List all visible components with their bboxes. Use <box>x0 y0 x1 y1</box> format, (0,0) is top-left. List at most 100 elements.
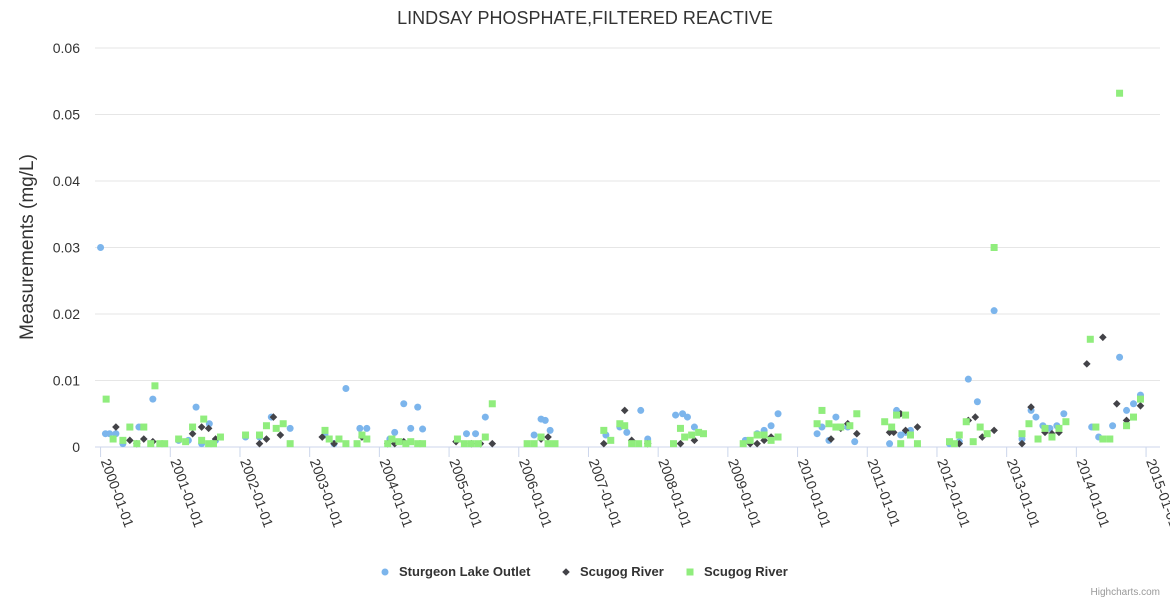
data-point <box>97 244 105 251</box>
data-point <box>325 435 333 443</box>
data-point <box>767 422 775 430</box>
data-point <box>818 406 826 414</box>
data-point <box>813 430 821 438</box>
data-point <box>151 382 159 390</box>
data-point <box>112 430 120 438</box>
data-point <box>147 440 155 448</box>
data-point <box>889 428 898 437</box>
data-point <box>286 440 294 448</box>
data-point <box>962 418 970 426</box>
data-point <box>753 431 761 439</box>
data-point <box>676 439 685 448</box>
data-point <box>481 433 489 441</box>
data-point <box>321 426 329 434</box>
legend-label: Scugog River <box>580 564 664 579</box>
data-point <box>462 430 470 438</box>
data-point <box>139 435 148 443</box>
legend-item-2[interactable]: Scugog River <box>562 564 664 579</box>
data-point <box>342 440 350 448</box>
data-point <box>690 436 699 445</box>
data-point <box>827 435 835 443</box>
data-point <box>913 440 921 448</box>
data-point <box>279 420 287 428</box>
data-point <box>262 435 271 443</box>
data-point <box>286 424 294 432</box>
y-axis-ticks: 0 0.01 0.02 0.03 0.04 0.05 0.06 <box>53 40 80 455</box>
data-point <box>902 411 910 419</box>
data-point <box>846 422 854 430</box>
data-point <box>1109 422 1117 430</box>
data-point <box>1062 418 1070 426</box>
data-point <box>1116 353 1124 361</box>
legend-item-1[interactable]: Sturgeon Lake Outlet <box>381 564 532 579</box>
data-point <box>356 424 364 432</box>
legend-item-3[interactable]: Scugog River <box>686 564 788 579</box>
data-point <box>983 430 991 438</box>
data-point <box>544 440 552 448</box>
data-point <box>1112 399 1121 408</box>
data-point <box>616 420 624 428</box>
y-tick-label: 0.03 <box>53 240 80 256</box>
data-point <box>102 395 110 403</box>
data-point <box>813 420 821 428</box>
data-point <box>832 413 840 421</box>
data-point <box>753 439 761 448</box>
data-point <box>600 426 608 434</box>
data-point <box>886 440 894 448</box>
data-point <box>453 435 461 443</box>
data-point <box>209 440 217 448</box>
data-point <box>670 440 678 448</box>
data-point <box>1034 435 1042 443</box>
data-point <box>964 375 972 383</box>
y-tick-label: 0.04 <box>53 173 80 189</box>
data-point <box>205 420 213 428</box>
data-point <box>474 440 482 448</box>
data-point <box>1018 439 1026 448</box>
data-point <box>363 435 371 443</box>
data-point <box>990 244 998 251</box>
data-point <box>523 440 531 448</box>
data-point <box>242 431 250 439</box>
data-point <box>395 438 403 446</box>
y-tick-label: 0.01 <box>53 373 80 389</box>
data-point <box>384 440 392 448</box>
data-point <box>358 431 366 439</box>
data-point <box>699 430 707 438</box>
data-point <box>1116 89 1124 97</box>
data-point <box>192 403 200 411</box>
data-point <box>853 410 861 418</box>
data-point <box>607 436 615 444</box>
data-point <box>913 423 922 431</box>
chart-title: LINDSAY PHOSPHATE,FILTERED REACTIVE <box>397 8 773 28</box>
data-point <box>1055 424 1063 432</box>
data-point <box>1025 420 1033 428</box>
data-point <box>990 426 998 435</box>
grid <box>95 47 1160 448</box>
data-point <box>621 422 629 430</box>
data-point <box>182 438 190 446</box>
data-point <box>530 431 538 439</box>
data-point <box>204 424 213 433</box>
data-point <box>1106 435 1114 443</box>
data-point <box>969 438 977 446</box>
data-point <box>318 433 327 441</box>
data-point <box>676 424 684 432</box>
data-point <box>644 440 652 448</box>
data-point <box>407 438 415 446</box>
data-point <box>126 423 134 431</box>
data-point <box>161 440 169 448</box>
data-point <box>200 415 208 423</box>
data-point <box>1018 430 1026 438</box>
data-point <box>255 431 263 439</box>
credits[interactable]: Highcharts.com <box>1091 587 1160 598</box>
legend-label: Scugog River <box>704 564 788 579</box>
data-point <box>746 436 754 444</box>
data-point <box>1130 413 1138 421</box>
data-point <box>541 416 549 424</box>
data-point <box>1123 422 1131 430</box>
data-point <box>205 440 213 448</box>
data-point <box>262 422 270 430</box>
y-tick-label: 0.02 <box>53 306 80 322</box>
data-point <box>690 423 698 431</box>
